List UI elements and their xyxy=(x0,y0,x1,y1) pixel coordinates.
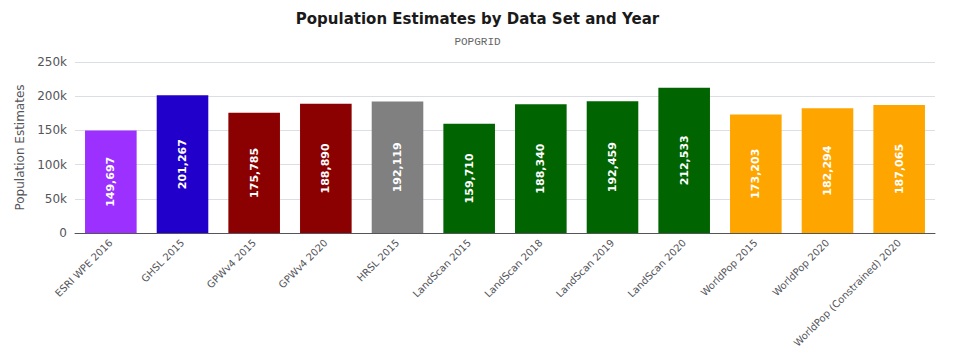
svg-text:100k: 100k xyxy=(37,158,67,172)
svg-text:150k: 150k xyxy=(37,123,67,137)
svg-text:188,890: 188,890 xyxy=(319,143,332,193)
svg-text:GHSL 2015: GHSL 2015 xyxy=(139,237,186,284)
svg-text:LandScan 2020: LandScan 2020 xyxy=(626,237,688,299)
svg-text:Population Estimates: Population Estimates xyxy=(13,84,27,210)
svg-text:WorldPop 2015: WorldPop 2015 xyxy=(699,237,760,298)
svg-text:WorldPop 2020: WorldPop 2020 xyxy=(770,237,831,298)
svg-text:GPWv4 2020: GPWv4 2020 xyxy=(276,237,329,290)
svg-text:192,459: 192,459 xyxy=(606,142,619,192)
svg-text:173,203: 173,203 xyxy=(749,149,762,199)
svg-text:187,065: 187,065 xyxy=(893,144,906,194)
svg-text:175,785: 175,785 xyxy=(248,148,261,198)
svg-text:GPWv4 2015: GPWv4 2015 xyxy=(205,237,258,290)
svg-text:LandScan 2018: LandScan 2018 xyxy=(482,237,544,299)
svg-text:POPGRID: POPGRID xyxy=(454,36,501,48)
svg-text:0: 0 xyxy=(59,226,67,240)
svg-text:212,533: 212,533 xyxy=(678,135,691,185)
svg-text:Population Estimates by Data S: Population Estimates by Data Set and Yea… xyxy=(296,10,660,28)
svg-text:250k: 250k xyxy=(37,55,67,69)
svg-text:WorldPop (Constrained) 2020: WorldPop (Constrained) 2020 xyxy=(792,237,903,348)
svg-text:149,697: 149,697 xyxy=(104,157,117,207)
svg-text:192,119: 192,119 xyxy=(391,142,404,192)
svg-text:50k: 50k xyxy=(45,192,67,206)
svg-text:188,340: 188,340 xyxy=(534,143,547,193)
svg-text:ESRI WPE 2016: ESRI WPE 2016 xyxy=(53,237,115,299)
svg-text:201,267: 201,267 xyxy=(176,139,189,189)
svg-text:159,710: 159,710 xyxy=(463,153,476,203)
svg-text:182,294: 182,294 xyxy=(821,145,834,195)
svg-text:200k: 200k xyxy=(37,89,67,103)
svg-text:LandScan 2019: LandScan 2019 xyxy=(554,237,616,299)
svg-text:LandScan 2015: LandScan 2015 xyxy=(411,237,473,299)
svg-text:HRSL 2015: HRSL 2015 xyxy=(355,237,402,284)
